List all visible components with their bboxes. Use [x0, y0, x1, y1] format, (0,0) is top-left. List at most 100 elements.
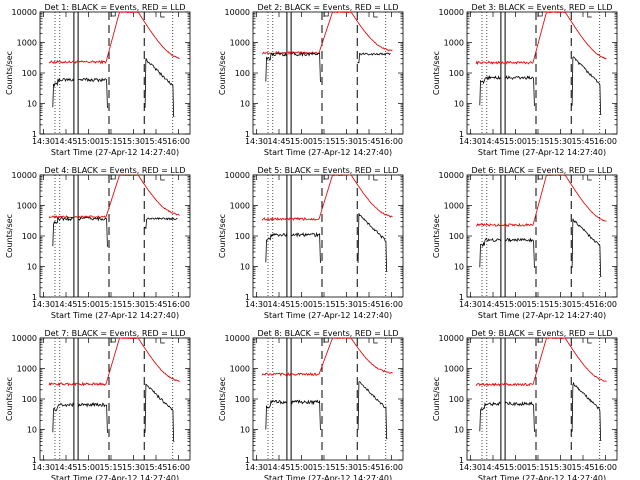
x-tick-label: 14:45	[481, 463, 504, 472]
y-tick-label: 1	[245, 456, 250, 465]
events-series-line	[144, 383, 175, 442]
x-tick-label: 15:15	[526, 137, 549, 146]
y-tick-label: 100	[449, 395, 464, 404]
panel-det-4: Det 4: BLACK = Events, RED = LLD Counts/s…	[5, 166, 191, 320]
y-axis-label: Counts/sec	[218, 51, 227, 95]
events-series-line	[144, 58, 175, 117]
x-tick-label: 15:30	[335, 300, 358, 309]
x-axis-label: Start Time (27-Apr-12 14:27:40)	[51, 311, 179, 320]
y-tick-label: 10	[240, 100, 250, 109]
x-tick-label: 15:30	[122, 137, 145, 146]
events-series-line	[504, 401, 536, 432]
plot-frame	[39, 337, 191, 461]
x-tick-label: 16:00	[380, 300, 403, 309]
top-marker	[110, 11, 116, 17]
events-series-line	[504, 237, 536, 268]
lld-series-line	[475, 11, 607, 66]
panel-det-9: Det 9: BLACK = Events, RED = LLD Counts/s…	[432, 329, 618, 480]
y-axis-label: Counts/sec	[432, 377, 441, 421]
y-tick-label: 1	[32, 293, 37, 302]
lld-series-line	[261, 11, 393, 56]
x-tick-label: 15:00	[290, 300, 313, 309]
x-tick-label: 16:00	[594, 137, 617, 146]
top-marker	[537, 337, 543, 343]
x-tick-label: 14:45	[481, 137, 504, 146]
x-tick-label: 14:45	[481, 300, 504, 309]
x-tick-label: 15:00	[504, 463, 527, 472]
plot-frame	[252, 337, 404, 461]
events-series-line	[290, 399, 322, 430]
panel-title: Det 1: BLACK = Events, RED = LLD	[45, 3, 186, 12]
x-tick-label: 15:45	[571, 137, 594, 146]
x-tick-label: 15:00	[504, 300, 527, 309]
panel-title: Det 8: BLACK = Events, RED = LLD	[258, 329, 399, 338]
x-tick-label: 14:45	[267, 300, 290, 309]
top-marker	[160, 175, 165, 181]
panel-det-8: Det 8: BLACK = Events, RED = LLD Counts/s…	[218, 329, 404, 480]
y-tick-label: 1	[245, 293, 250, 302]
x-tick-label: 14:30	[459, 137, 482, 146]
events-series-line	[290, 231, 322, 263]
x-axis-label: Start Time (27-Apr-12 14:27:40)	[264, 474, 392, 480]
x-tick-label: 14:30	[245, 300, 268, 309]
y-tick-label: 10000	[225, 334, 250, 343]
y-tick-label: 1000	[230, 365, 250, 374]
events-series-line	[52, 402, 75, 433]
y-tick-label: 1000	[230, 202, 250, 211]
x-tick-label: 15:00	[77, 137, 100, 146]
events-series-line	[357, 381, 388, 440]
events-series-line	[571, 381, 602, 441]
y-tick-label: 100	[22, 232, 37, 241]
events-series-line	[571, 56, 602, 115]
x-tick-label: 15:30	[335, 137, 358, 146]
events-series-line	[77, 402, 109, 433]
y-tick-label: 1	[459, 293, 464, 302]
y-tick-label: 10000	[225, 171, 250, 180]
y-tick-label: 1	[32, 130, 37, 139]
x-tick-label: 16:00	[380, 463, 403, 472]
y-axis-label: Counts/sec	[5, 377, 14, 421]
y-tick-label: 100	[22, 395, 37, 404]
y-tick-label: 10000	[12, 334, 37, 343]
x-tick-label: 15:15	[99, 137, 122, 146]
x-tick-label: 16:00	[380, 137, 403, 146]
top-marker	[373, 12, 378, 18]
events-series-line	[357, 212, 388, 272]
x-tick-label: 16:00	[167, 463, 190, 472]
events-series-line	[52, 215, 74, 247]
y-tick-label: 10	[454, 263, 464, 272]
events-series-line	[479, 401, 502, 432]
events-series-line	[78, 77, 109, 108]
x-tick-label: 16:00	[167, 137, 190, 146]
y-tick-label: 1	[459, 456, 464, 465]
y-tick-label: 1000	[17, 365, 37, 374]
panel-det-6: Det 6: BLACK = Events, RED = LLD Counts/s…	[432, 166, 618, 320]
x-tick-label: 15:45	[144, 463, 167, 472]
top-marker	[587, 338, 592, 344]
x-tick-label: 15:45	[357, 463, 380, 472]
x-axis-label: Start Time (27-Apr-12 14:27:40)	[51, 148, 179, 157]
y-axis-label: Counts/sec	[218, 214, 227, 258]
y-tick-label: 10	[454, 426, 464, 435]
lld-series-line	[48, 337, 180, 387]
y-tick-label: 10	[27, 100, 37, 109]
panel-det-7: Det 7: BLACK = Events, RED = LLD Counts/s…	[5, 329, 191, 480]
x-axis-label: Start Time (27-Apr-12 14:27:40)	[478, 474, 606, 480]
top-marker	[323, 11, 329, 17]
x-tick-label: 15:00	[290, 137, 313, 146]
y-tick-label: 100	[235, 395, 250, 404]
panel-title: Det 7: BLACK = Events, RED = LLD	[45, 329, 186, 338]
x-tick-label: 15:15	[312, 137, 335, 146]
panel-det-5: Det 5: BLACK = Events, RED = LLD Counts/s…	[218, 166, 404, 320]
y-tick-label: 10	[240, 263, 250, 272]
top-marker	[323, 337, 329, 343]
x-axis-label: Start Time (27-Apr-12 14:27:40)	[51, 474, 179, 480]
y-axis-label: Counts/sec	[432, 214, 441, 258]
events-series-line	[265, 52, 288, 82]
events-series-line	[265, 232, 288, 263]
y-tick-label: 10000	[439, 8, 464, 17]
top-marker	[110, 337, 116, 343]
y-tick-label: 100	[449, 232, 464, 241]
x-tick-label: 14:45	[267, 463, 290, 472]
x-tick-label: 15:30	[549, 300, 572, 309]
